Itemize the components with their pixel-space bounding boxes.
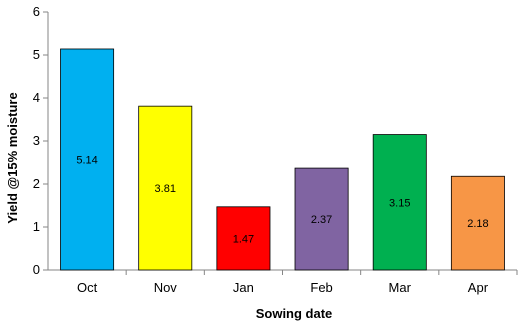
data-label: 3.15 <box>389 197 410 209</box>
data-label: 3.81 <box>155 183 176 195</box>
bar-mar <box>372 134 427 271</box>
data-label: 2.18 <box>467 218 488 230</box>
y-axis-title: Yield @15% moisture <box>5 92 20 223</box>
bar-oct <box>60 48 115 271</box>
x-tick-label: Nov <box>154 280 178 295</box>
y-tick-label: 3 <box>33 133 40 148</box>
y-tick-label: 4 <box>33 90 40 105</box>
y-tick-label: 6 <box>33 4 40 19</box>
x-tick-label: Jan <box>233 280 254 295</box>
bar-feb <box>294 167 349 271</box>
x-tick-label: Mar <box>389 280 412 295</box>
bar-apr <box>450 175 505 271</box>
data-label: 1.47 <box>233 233 254 245</box>
bar-nov <box>138 105 193 271</box>
x-tick-label: Oct <box>77 280 98 295</box>
y-tick-label: 0 <box>33 262 40 277</box>
x-tick-label: Feb <box>310 280 332 295</box>
y-tick-label: 1 <box>33 219 40 234</box>
plot-area: 0 1 2 3 4 5 6 5.14 Oct 3.81 Nov 1.47 Jan 2.37 Feb 3.15 M… <box>33 4 518 295</box>
y-tick-label: 5 <box>33 47 40 62</box>
x-tick-label: Apr <box>468 280 489 295</box>
y-tick-label: 2 <box>33 176 40 191</box>
data-label: 2.37 <box>311 214 332 226</box>
bar-jan <box>216 206 271 271</box>
x-axis-title: Sowing date <box>256 306 333 321</box>
data-label: 5.14 <box>76 154 97 166</box>
